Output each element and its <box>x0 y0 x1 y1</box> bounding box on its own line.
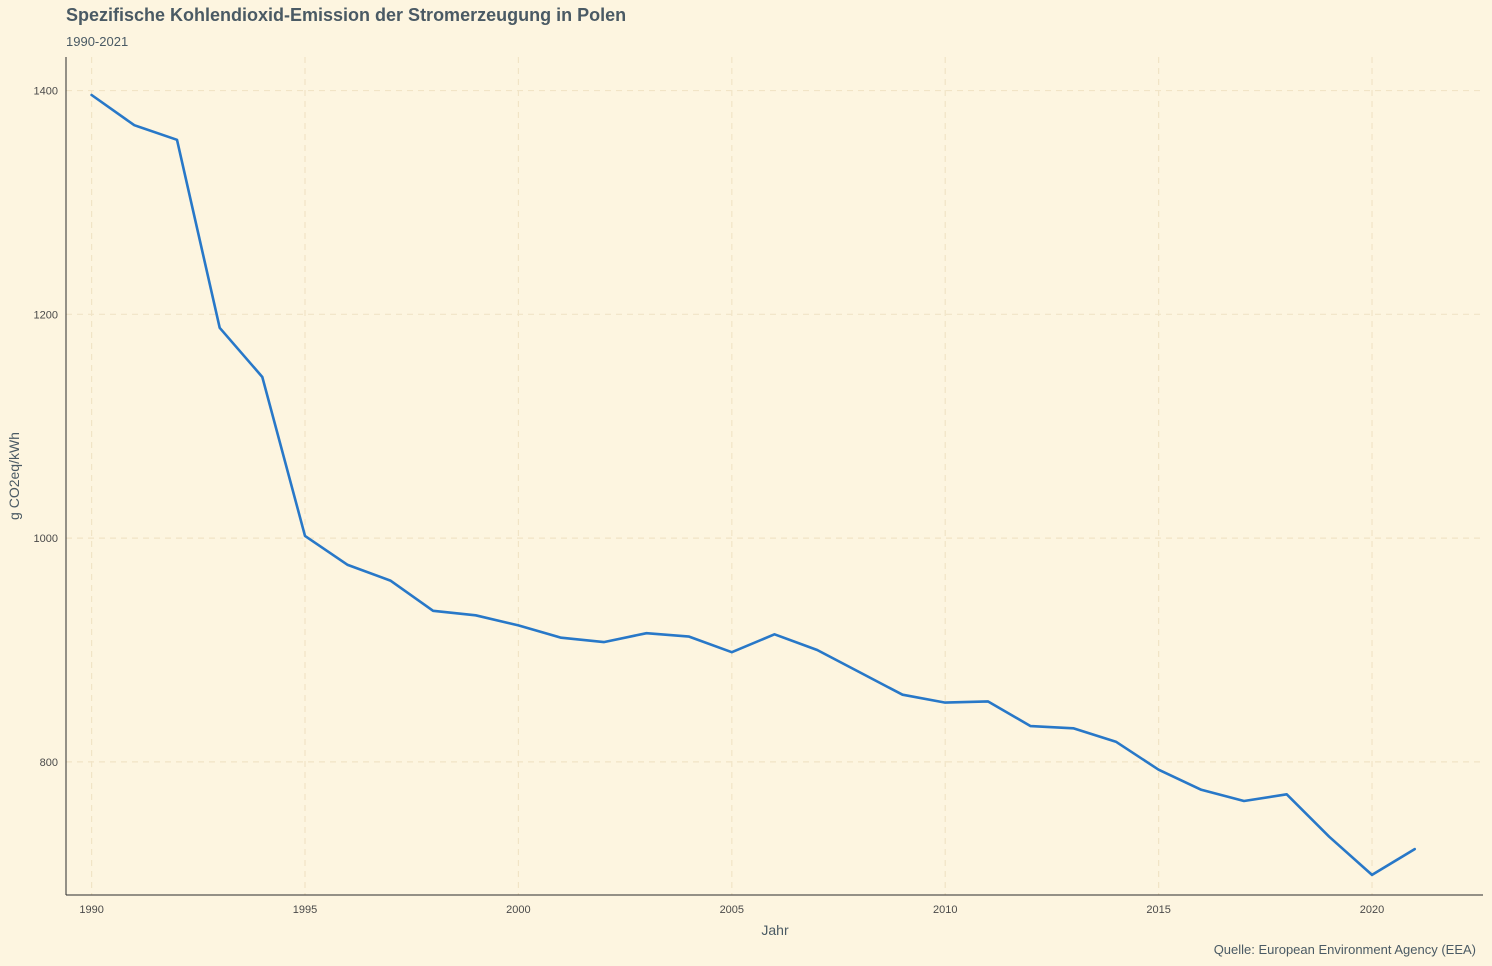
series-line <box>90 93 1416 877</box>
chart-title: Spezifische Kohlendioxid-Emission der St… <box>66 5 627 25</box>
chart-subtitle: 1990-2021 <box>66 34 129 49</box>
x-tick-label: 1990 <box>79 904 103 916</box>
chart-caption: Quelle: European Environment Agency (EEA… <box>1213 942 1476 957</box>
y-tick-label: 1000 <box>34 533 58 545</box>
x-tick-label: 2020 <box>1360 904 1384 916</box>
x-tick-label: 1995 <box>293 904 317 916</box>
y-tick-label: 1400 <box>34 86 58 98</box>
y-tick-label: 800 <box>40 757 58 769</box>
y-axis-ticks: 800 1000 1200 1400 <box>34 86 58 769</box>
grid <box>66 57 1483 895</box>
x-tick-label: 2000 <box>506 904 530 916</box>
y-tick-label: 1200 <box>34 309 58 321</box>
x-axis-ticks: 1990 1995 2000 2005 2010 2015 2020 <box>79 904 1384 916</box>
x-axis-title: Jahr <box>761 922 789 938</box>
x-tick-label: 2005 <box>720 904 744 916</box>
series-group <box>90 93 1416 877</box>
x-tick-label: 2010 <box>933 904 957 916</box>
x-tick-label: 2015 <box>1146 904 1170 916</box>
y-axis-title: g CO2eq/kWh <box>6 432 22 520</box>
